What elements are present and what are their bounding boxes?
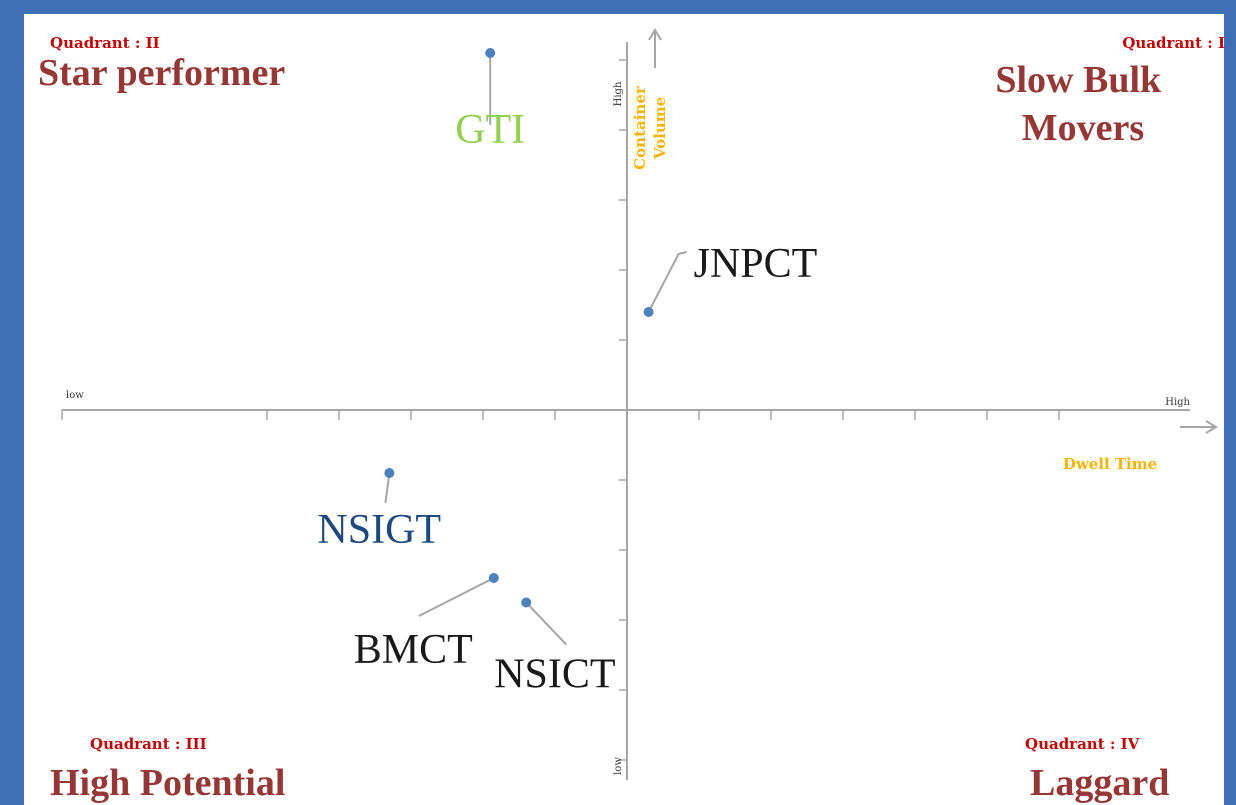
y-high-label-group: High: [613, 81, 624, 106]
data-point-nsict: [521, 597, 532, 608]
data-point-jnpct: [643, 307, 654, 317]
quadrant-iv-tag: Quadrant : IV: [1025, 735, 1140, 753]
leader-line: [647, 251, 687, 313]
quadrant-i-tag: Quadrant : I: [1122, 34, 1225, 52]
y-low-label: low: [613, 757, 624, 775]
quadrant-iii-name: High Potential: [50, 762, 285, 804]
quadrant-i-name: Slow Bulk Movers: [995, 59, 1170, 149]
point-label-gti: GTI: [455, 107, 525, 153]
data-point-gti: [485, 48, 496, 58]
axes: [61, 28, 1218, 780]
y-arrow-head: [648, 28, 662, 41]
leader-line: [384, 472, 391, 504]
leader-line: [418, 577, 495, 617]
point-label-bmct: BMCT: [354, 627, 473, 673]
point-label-jnpct: JNPCT: [694, 241, 818, 287]
y-axis-title-line1: Container: [631, 85, 649, 170]
quadrant-i-name-line2: Movers: [1022, 107, 1144, 149]
x-axis-title: Dwell Time: [1063, 455, 1157, 473]
leader-line: [525, 601, 567, 646]
point-label-nsict: NSICT: [494, 652, 615, 698]
point-label-nsigt: NSIGT: [317, 507, 441, 553]
quadrant-ii-tag: Quadrant : II: [50, 34, 160, 52]
x-low-label: low: [66, 390, 84, 401]
quadrant-i-name-line1: Slow Bulk: [995, 59, 1162, 101]
y-axis-title-line2: Volume: [651, 97, 669, 160]
data-point-nsigt: [384, 468, 395, 478]
y-low-label-group: low: [613, 757, 624, 775]
y-high-label: High: [613, 81, 624, 106]
x-arrow-head: [1205, 420, 1218, 434]
data-point-bmct: [488, 573, 499, 583]
y-axis-title: Container Volume: [631, 85, 669, 170]
quadrant-ii-name: Star performer: [38, 52, 285, 94]
quadrant-iv-name: Laggard: [1030, 762, 1169, 804]
quadrant-iii-tag: Quadrant : III: [90, 735, 207, 753]
data-points: GTI JNPCT NSIGT BMCT NSICT: [317, 48, 817, 698]
x-high-label: High: [1165, 397, 1190, 408]
